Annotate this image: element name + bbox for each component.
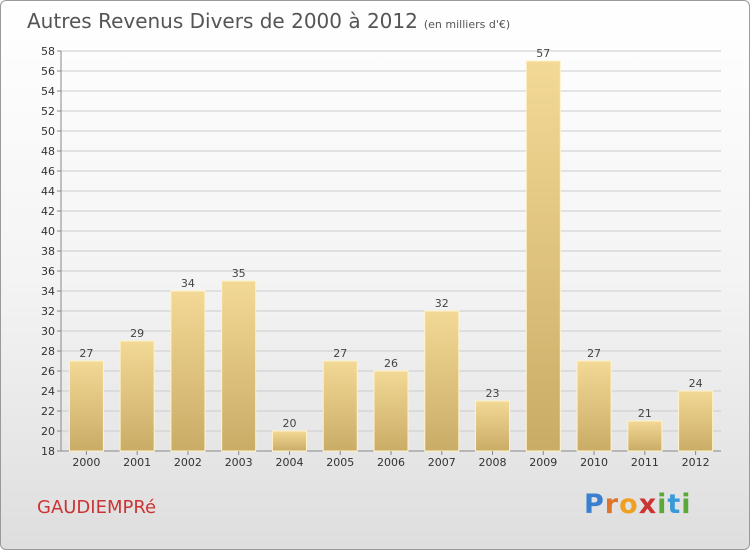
y-tick-label: 38 (41, 245, 55, 258)
x-tick-label-2008: 2008 (479, 456, 507, 469)
bar-2011 (627, 420, 663, 452)
bar-2012 (678, 390, 714, 452)
data-label-2004: 20 (282, 417, 296, 430)
y-tick-label: 54 (41, 85, 55, 98)
bar-2000 (68, 360, 104, 452)
bar-2008 (475, 400, 511, 452)
y-tick-label: 18 (41, 445, 55, 458)
y-tick-label: 34 (41, 285, 55, 298)
chart-title-text: Autres Revenus Divers de 2000 à 2012 (27, 9, 418, 33)
bar-2004 (271, 430, 307, 452)
y-tick-label: 52 (41, 105, 55, 118)
x-tick-label-2006: 2006 (377, 456, 405, 469)
x-tick-label-2012: 2012 (682, 456, 710, 469)
x-tick-label-2009: 2009 (529, 456, 557, 469)
data-label-2000: 27 (79, 347, 93, 360)
data-label-2001: 29 (130, 327, 144, 340)
chart-title: Autres Revenus Divers de 2000 à 2012 (en … (27, 9, 510, 33)
x-tick-label-2003: 2003 (225, 456, 253, 469)
x-tick-label-2002: 2002 (174, 456, 202, 469)
data-label-2012: 24 (689, 377, 703, 390)
y-tick-label: 40 (41, 225, 55, 238)
x-tick-label-2004: 2004 (275, 456, 303, 469)
data-label-2003: 35 (232, 267, 246, 280)
data-label-2010: 27 (587, 347, 601, 360)
x-tick-label-2007: 2007 (428, 456, 456, 469)
bar-2006 (373, 370, 409, 452)
y-tick-label: 50 (41, 125, 55, 138)
y-tick-label: 46 (41, 165, 55, 178)
data-label-2009: 57 (536, 47, 550, 60)
data-label-2007: 32 (435, 297, 449, 310)
bar-2002 (170, 290, 206, 452)
data-label-2008: 23 (486, 387, 500, 400)
y-tick-label: 58 (41, 45, 55, 58)
chart-unit: (en milliers d'€) (423, 18, 511, 31)
bar-2005 (322, 360, 358, 452)
data-label-2005: 27 (333, 347, 347, 360)
y-tick-label: 26 (41, 365, 55, 378)
y-tick-label: 20 (41, 425, 55, 438)
bar-2010 (576, 360, 612, 452)
data-label-2002: 34 (181, 277, 195, 290)
y-tick-label: 36 (41, 265, 55, 278)
y-tick-label: 28 (41, 345, 55, 358)
bar-2007 (424, 310, 460, 452)
bar-2009 (525, 60, 561, 452)
bar-2003 (221, 280, 257, 452)
y-tick-label: 44 (41, 185, 55, 198)
y-tick-label: 32 (41, 305, 55, 318)
y-tick-label: 42 (41, 205, 55, 218)
x-tick-label-2011: 2011 (631, 456, 659, 469)
data-label-2011: 21 (638, 407, 652, 420)
commune-name: GAUDIEMPRé (37, 497, 157, 518)
y-tick-label: 22 (41, 405, 55, 418)
bar-2001 (119, 340, 155, 452)
proxiti-logo: Proxiti (584, 489, 692, 520)
y-tick-label: 56 (41, 65, 55, 78)
y-tick-label: 30 (41, 325, 55, 338)
x-tick-label-2000: 2000 (72, 456, 100, 469)
data-label-2006: 26 (384, 357, 398, 370)
x-tick-label-2010: 2010 (580, 456, 608, 469)
x-tick-label-2005: 2005 (326, 456, 354, 469)
y-tick-label: 48 (41, 145, 55, 158)
y-tick-label: 24 (41, 385, 55, 398)
x-tick-label-2001: 2001 (123, 456, 151, 469)
